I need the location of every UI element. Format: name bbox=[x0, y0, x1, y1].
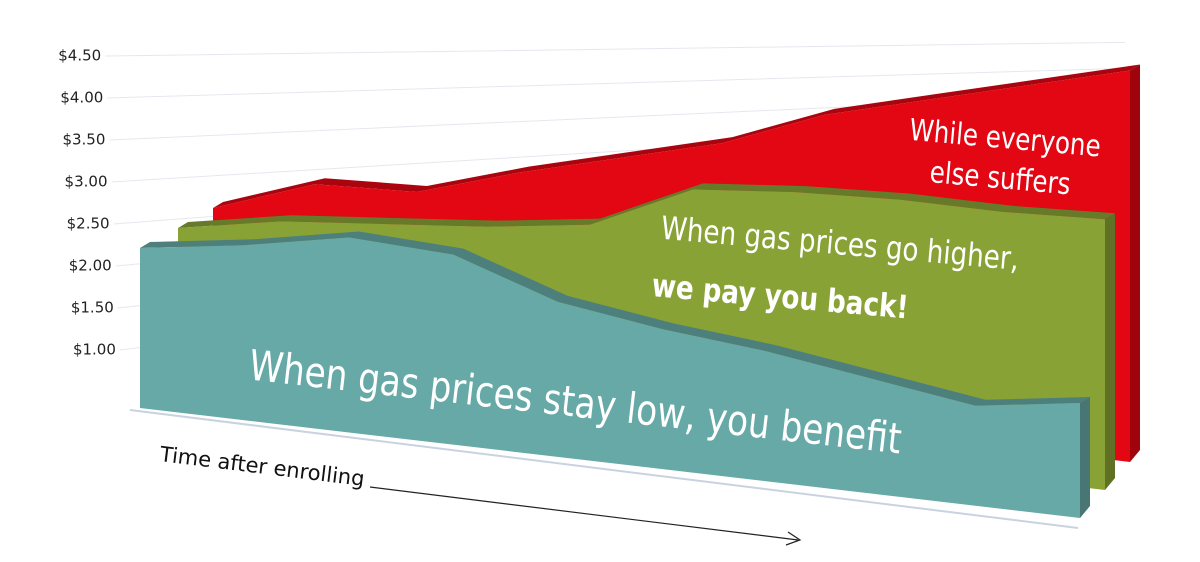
y-tick-label: $2.50 bbox=[67, 215, 110, 233]
ribbon-top bbox=[178, 183, 1115, 228]
y-tick-label: $1.50 bbox=[71, 299, 114, 317]
grid-line bbox=[107, 67, 1126, 99]
y-tick-label: $4.00 bbox=[60, 89, 103, 107]
x-axis-label: Time after enrolling bbox=[158, 442, 366, 491]
y-tick-label: $2.00 bbox=[69, 257, 112, 275]
y-tick-label: $4.50 bbox=[58, 47, 101, 65]
y-tick-label: $1.00 bbox=[73, 341, 116, 359]
ribbon-top bbox=[213, 64, 1140, 208]
time-arrow bbox=[369, 486, 799, 541]
time-arrowhead bbox=[785, 531, 802, 546]
floor-edge bbox=[129, 409, 1079, 529]
ribbon-side bbox=[1080, 397, 1090, 518]
y-tick-label: $3.50 bbox=[62, 131, 105, 149]
ribbon-side bbox=[1130, 64, 1140, 462]
grid-line bbox=[105, 41, 1126, 57]
y-tick-label: $3.00 bbox=[65, 173, 108, 191]
ribbon-side bbox=[1105, 213, 1115, 490]
ribbon-face bbox=[140, 237, 1080, 518]
